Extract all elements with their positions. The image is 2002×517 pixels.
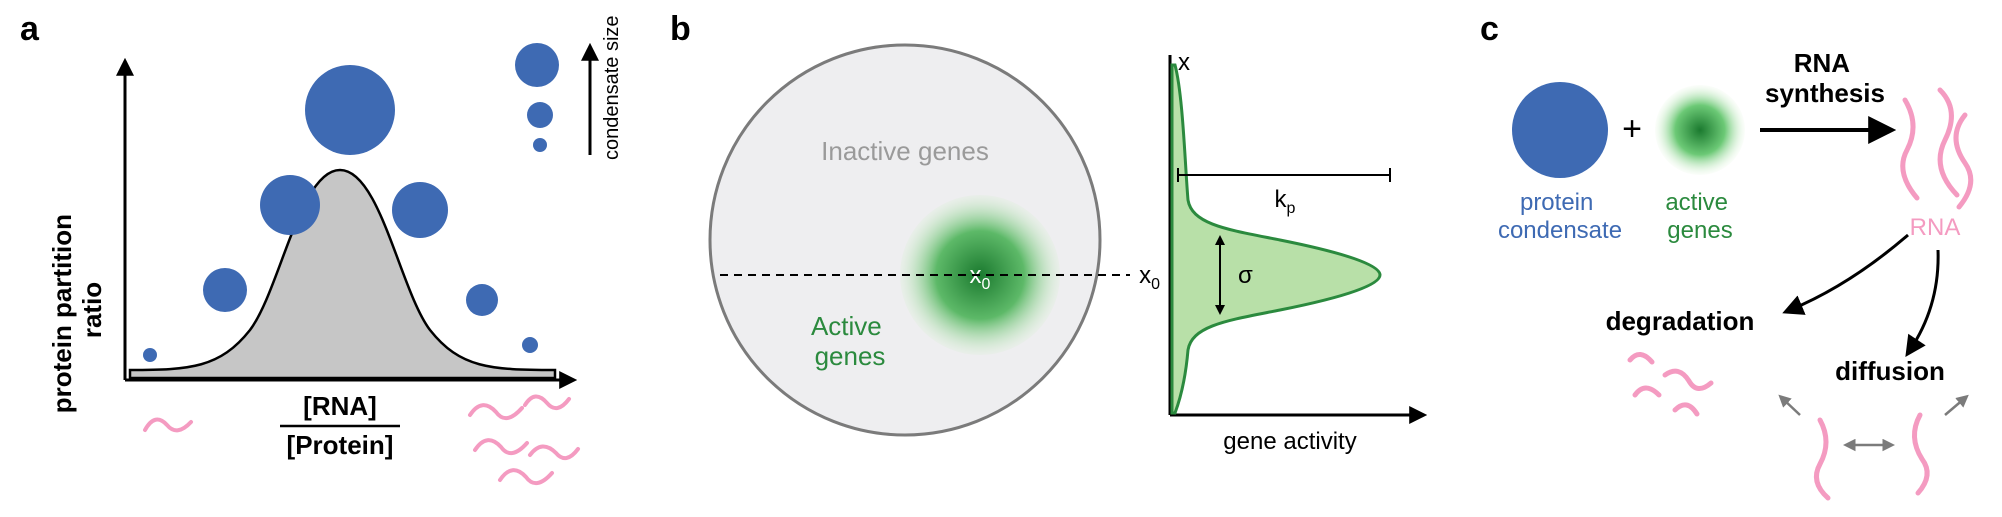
panel-b-graph-svg: x x0 kp σ gene activity <box>1130 35 1450 485</box>
protein-condensate-label: protein condensate <box>1498 189 1622 244</box>
condensate-dot <box>466 284 498 316</box>
panel-b-nucleus-svg: Inactive genes x0 Active genes <box>690 25 1130 465</box>
condensate-dot <box>305 65 395 155</box>
panel-b-letter: b <box>670 10 691 49</box>
rna-squiggle-small <box>145 420 191 431</box>
rna-squiggle-cluster <box>470 396 578 483</box>
condensate-dot <box>203 268 247 312</box>
diffusion-rna <box>1816 415 1927 498</box>
condensate-size-label: condensate size <box>601 15 623 160</box>
sigma-label: σ <box>1238 262 1253 289</box>
diffusion-label: diffusion <box>1835 356 1945 386</box>
kp-label: kp <box>1275 186 1296 217</box>
active-genes-c-label: active genes <box>1665 189 1734 244</box>
panel-b-graph: x x0 kp σ gene activity <box>1130 35 1450 485</box>
size-legend-small <box>533 138 547 152</box>
rna-synth-label: RNA synthesis <box>1765 48 1885 108</box>
graph-x0-label: x0 <box>1139 262 1160 293</box>
condensate-dot <box>392 182 448 238</box>
to-diffusion-arrow <box>1910 250 1938 350</box>
rna-label: RNA <box>1910 214 1961 241</box>
bell-curve <box>130 170 555 378</box>
graph-x-label: gene activity <box>1223 428 1356 455</box>
plus-sign: + <box>1622 110 1642 148</box>
x-axis-rna: [RNA] <box>303 391 377 421</box>
condensate-dot <box>260 175 320 235</box>
condensate-dot <box>143 348 157 362</box>
activity-curve <box>1172 65 1380 413</box>
active-genes-label: Active genes <box>811 311 889 371</box>
graph-y-label: x <box>1178 49 1190 76</box>
panel-c: protein condensate + active genes RNA sy… <box>1490 20 1990 510</box>
degradation-label: degradation <box>1606 306 1755 336</box>
rna-product <box>1903 90 1971 207</box>
figure-root: a protein partition ratio <box>0 0 2002 517</box>
panel-a-svg: protein partition ratio condensate size <box>30 10 640 500</box>
active-genes-c <box>1655 85 1745 175</box>
panel-a: protein partition ratio condensate size <box>30 10 640 500</box>
to-degradation-arrow <box>1790 235 1908 310</box>
panel-b-nucleus: Inactive genes x0 Active genes <box>690 25 1130 465</box>
y-axis-label: protein partition ratio <box>47 207 107 414</box>
x-axis-protein: [Protein] <box>287 430 394 460</box>
condensate-dot <box>522 337 538 353</box>
degradation-fragments <box>1630 354 1711 414</box>
size-legend-large <box>515 43 559 87</box>
panel-c-svg: protein condensate + active genes RNA sy… <box>1490 20 1990 510</box>
protein-condensate <box>1512 82 1608 178</box>
diffusion-arrows <box>1782 398 1965 445</box>
size-legend-med <box>527 102 553 128</box>
inactive-genes-label: Inactive genes <box>821 136 989 166</box>
